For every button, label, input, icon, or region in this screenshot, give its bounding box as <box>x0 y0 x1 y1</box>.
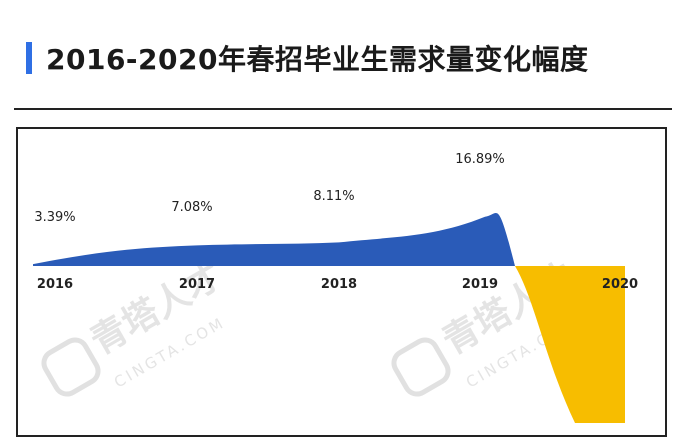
title-divider <box>14 108 672 110</box>
area-chart: 青塔人才 CINGTA.COM 青塔人才 CINGTA.COM 2016 2017… <box>33 152 638 423</box>
watermark-logo-icon <box>41 337 451 397</box>
x-tick-label: 2016 <box>37 277 73 292</box>
page-title: 2016-2020年春招毕业生需求量变化幅度 <box>46 43 589 76</box>
negative-area <box>515 266 625 423</box>
x-axis-ticks: 2016 2017 2018 2019 2020 <box>37 277 638 292</box>
data-label: 8.11% <box>313 189 354 204</box>
data-label: 16.89% <box>455 152 505 167</box>
x-tick-label: 2019 <box>462 277 498 292</box>
x-tick-label: 2018 <box>321 277 357 292</box>
data-label: 7.08% <box>171 200 212 215</box>
watermark-name: 青塔人才 <box>84 255 229 363</box>
title-accent-bar <box>26 42 32 74</box>
x-tick-label: 2017 <box>179 277 215 292</box>
title-row: 2016-2020年春招毕业生需求量变化幅度 <box>26 38 588 78</box>
watermark: 青塔人才 CINGTA.COM 青塔人才 CINGTA.COM <box>41 255 581 397</box>
data-labels: 3.39% 7.08% 8.11% 16.89% <box>34 152 504 225</box>
data-label: 3.39% <box>34 210 75 225</box>
x-tick-label: 2020 <box>602 277 638 292</box>
positive-area <box>33 213 515 266</box>
